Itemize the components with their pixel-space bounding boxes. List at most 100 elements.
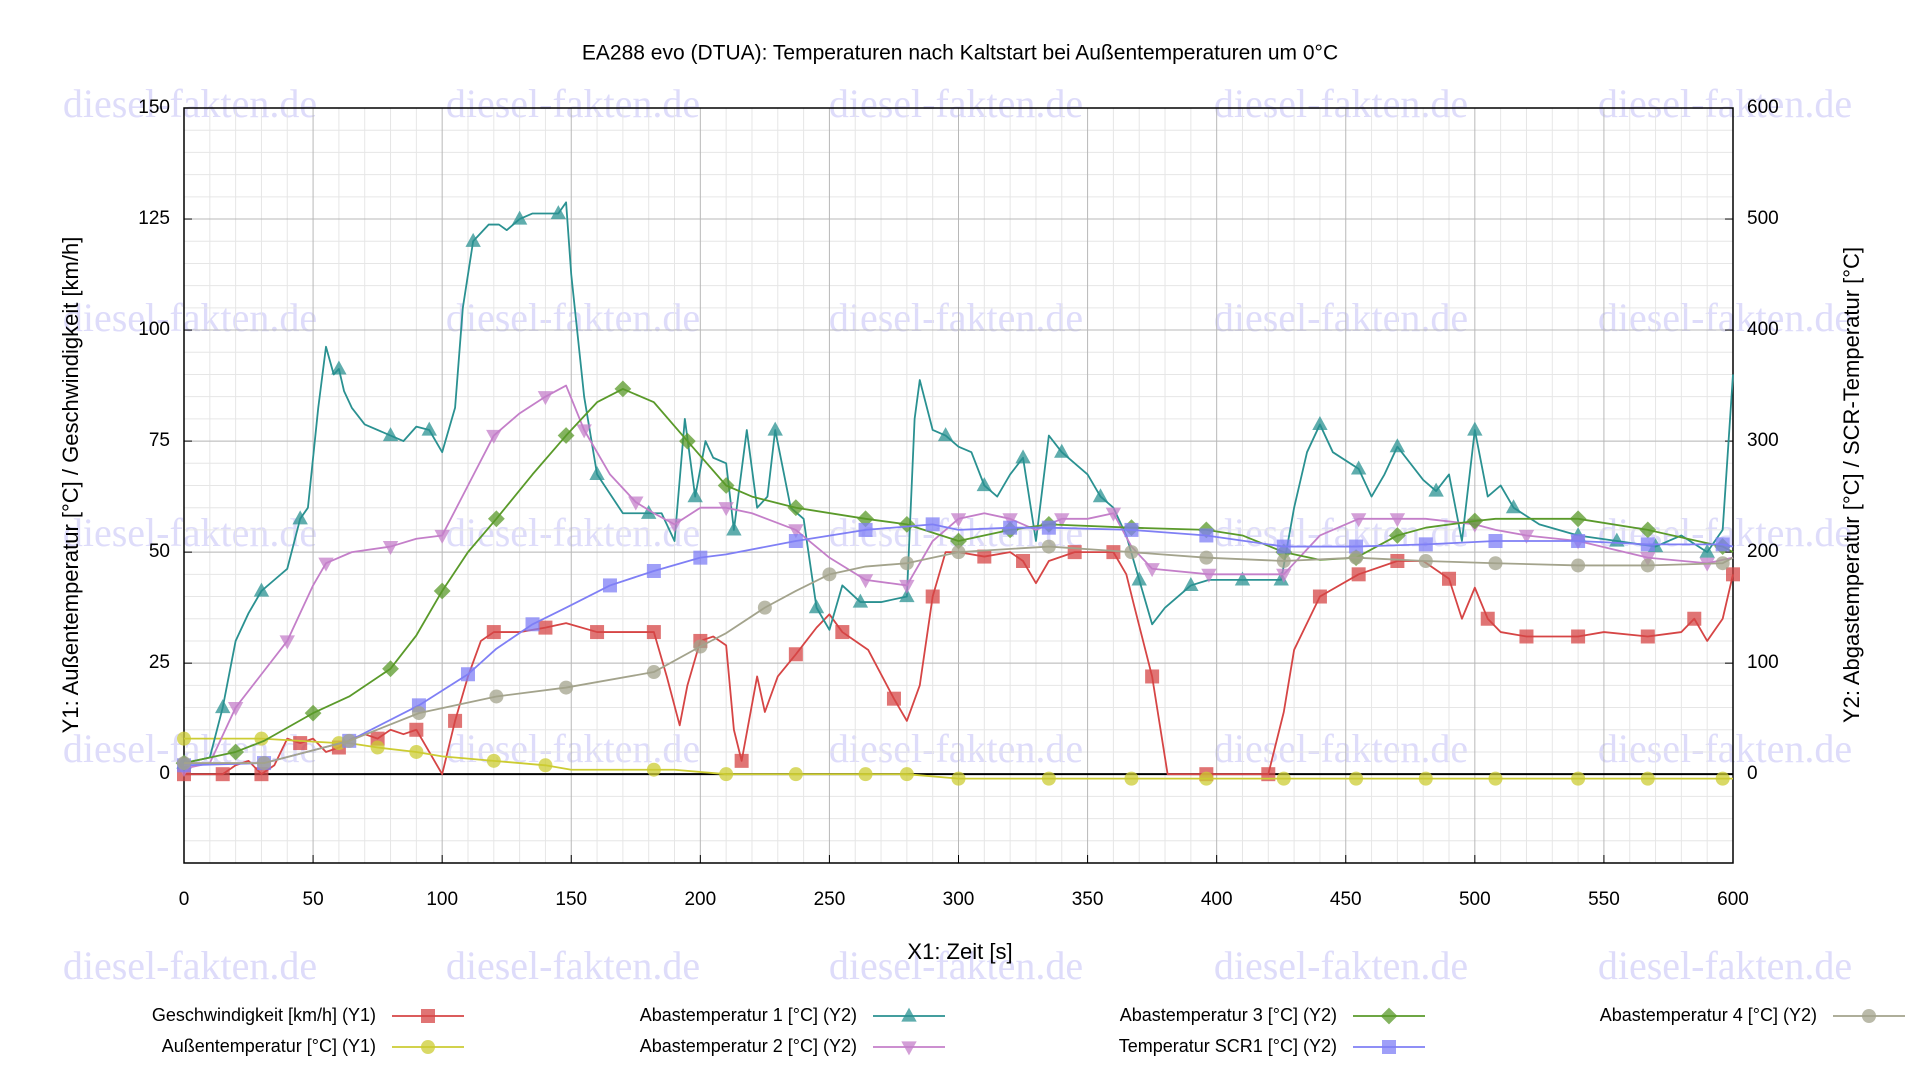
marker: [719, 767, 734, 782]
marker: [487, 510, 505, 528]
marker: [951, 545, 966, 560]
marker: [331, 360, 347, 375]
marker: [1312, 416, 1328, 431]
plot-frame: [183, 107, 1734, 864]
marker: [1418, 771, 1433, 786]
marker: [292, 510, 308, 525]
marker: [641, 504, 657, 519]
marker: [1571, 534, 1586, 549]
marker: [537, 391, 554, 406]
marker: [253, 582, 270, 597]
marker: [1480, 611, 1495, 626]
legend-label: Abastemperatur 1 [°C] (Y2): [640, 1005, 857, 1025]
marker: [409, 722, 424, 737]
marker: [925, 589, 940, 604]
series-line: [183, 388, 1734, 764]
marker: [646, 762, 661, 777]
marker: [808, 599, 825, 614]
marker: [177, 756, 191, 771]
y-tick-label: 150: [138, 97, 170, 118]
marker: [858, 522, 873, 537]
marker: [1312, 589, 1327, 604]
watermark: diesel-fakten.de: [446, 81, 700, 126]
marker: [342, 733, 357, 748]
marker: [318, 557, 334, 572]
marker: [1640, 629, 1655, 644]
marker: [1092, 488, 1109, 503]
marker: [1105, 507, 1122, 522]
watermark: diesel-fakten.de: [1598, 943, 1852, 988]
marker: [901, 1007, 917, 1022]
watermark: diesel-fakten.de: [446, 295, 700, 340]
marker: [822, 567, 837, 582]
marker: [899, 588, 915, 603]
marker: [448, 713, 463, 728]
marker: [899, 579, 915, 594]
marker: [1382, 1040, 1396, 1054]
marker: [886, 691, 901, 706]
y2-tick-label: 500: [1747, 208, 1779, 229]
marker: [257, 756, 272, 771]
marker: [486, 753, 501, 768]
legend-label: Außentemperatur [°C] (Y1): [162, 1036, 376, 1056]
marker: [1131, 571, 1147, 586]
marker: [1054, 443, 1070, 458]
marker: [434, 529, 450, 544]
marker: [254, 731, 269, 746]
marker: [666, 518, 683, 533]
marker: [1054, 513, 1070, 528]
marker: [538, 620, 553, 635]
marker: [1687, 611, 1702, 626]
marker: [1234, 571, 1251, 586]
marker: [1488, 534, 1503, 549]
series-line: [183, 384, 1734, 770]
marker: [1640, 558, 1655, 573]
marker: [1390, 554, 1405, 568]
x-tick-label: 500: [1459, 889, 1491, 910]
marker: [1124, 545, 1139, 560]
marker: [382, 660, 399, 678]
watermark: diesel-fakten.de: [1598, 295, 1852, 340]
marker: [950, 532, 967, 550]
marker: [788, 534, 803, 549]
series-line: [184, 737, 1733, 780]
marker: [1350, 460, 1367, 475]
marker: [1276, 554, 1291, 568]
marker: [787, 499, 805, 517]
x-tick-label: 300: [943, 889, 975, 910]
grid: 0 50 100 150 200 250 300 350 400 450 500 550 6000255…: [138, 97, 1778, 910]
marker: [382, 540, 399, 555]
marker: [1715, 556, 1730, 571]
marker: [550, 205, 567, 220]
marker: [1349, 771, 1364, 786]
marker: [1699, 543, 1715, 558]
marker: [1351, 567, 1366, 582]
marker: [614, 380, 632, 398]
marker: [1442, 571, 1457, 586]
watermark: diesel-fakten.de: [1214, 295, 1468, 340]
x-tick-label: 100: [426, 889, 458, 910]
marker: [835, 625, 850, 640]
marker: [486, 625, 501, 640]
watermark: diesel-fakten.de: [829, 81, 1083, 126]
marker: [227, 701, 244, 716]
marker: [1571, 771, 1586, 786]
series-line: [183, 523, 1734, 767]
legend-label: Abastemperatur 2 [°C] (Y2): [640, 1036, 857, 1056]
marker: [382, 427, 399, 442]
marker: [687, 488, 703, 503]
x-tick-label: 200: [684, 889, 716, 910]
marker: [279, 635, 295, 650]
marker: [1467, 421, 1483, 436]
marker: [1145, 669, 1160, 684]
marker: [602, 578, 617, 593]
marker: [1466, 512, 1484, 530]
marker: [1380, 1007, 1398, 1025]
x-tick-label: 50: [303, 889, 324, 910]
x-axis-label: X1: Zeit [s]: [907, 939, 1012, 964]
marker: [433, 582, 451, 600]
marker: [177, 731, 191, 746]
x-tick-label: 350: [1072, 889, 1104, 910]
marker: [1144, 563, 1160, 578]
marker: [693, 550, 708, 565]
